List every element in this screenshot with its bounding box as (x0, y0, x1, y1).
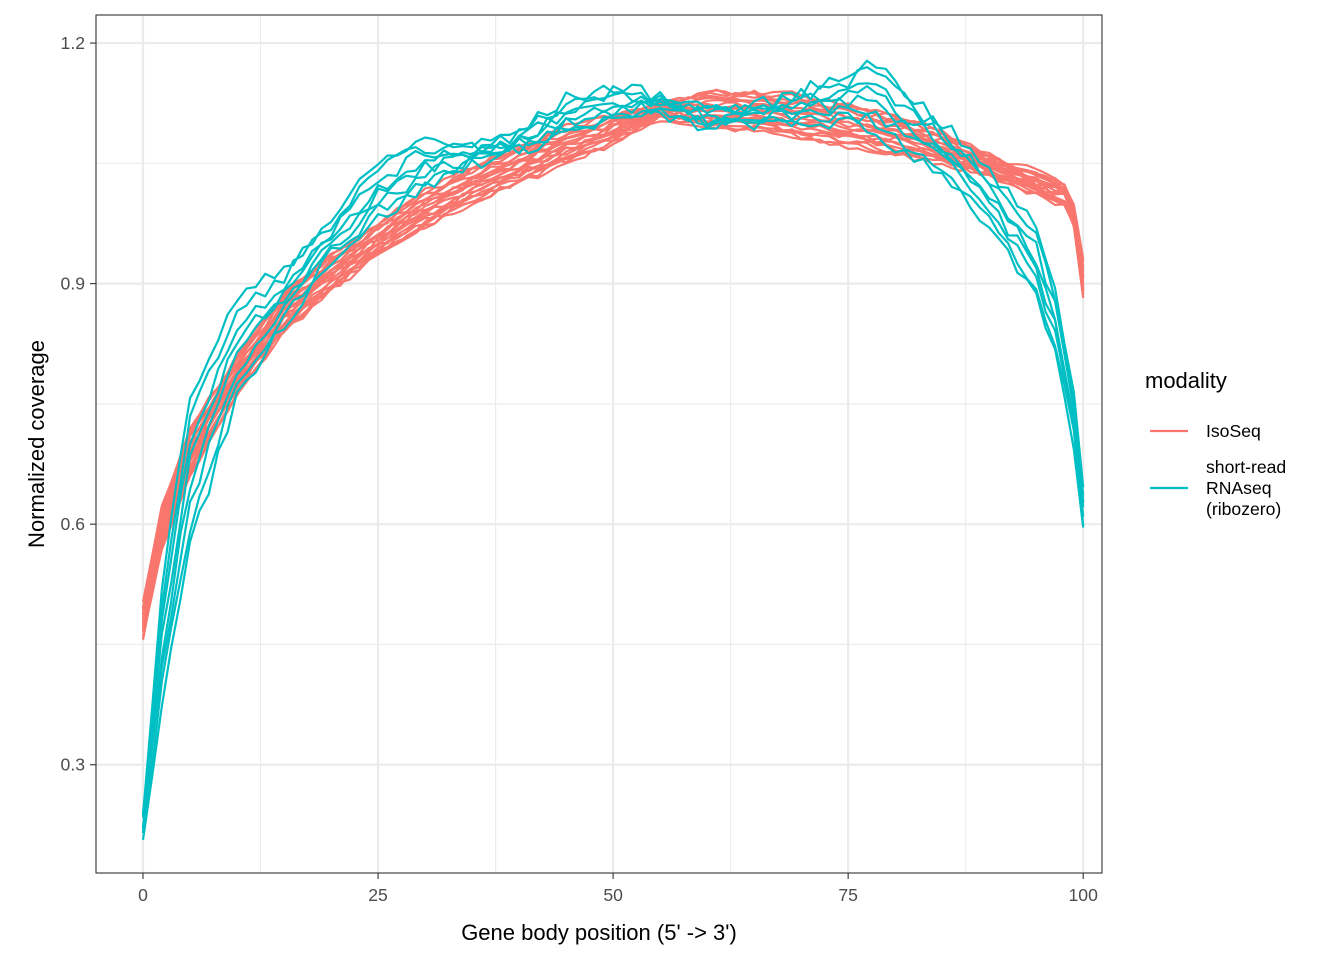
x-tick-label: 25 (368, 885, 388, 905)
legend-label: IsoSeq (1206, 421, 1261, 441)
series-line (141, 82, 1085, 815)
legend-label: (ribozero) (1206, 499, 1281, 519)
series-line (141, 66, 1085, 818)
series-line (141, 101, 1085, 615)
y-tick-label: 0.6 (61, 514, 86, 534)
series-line (141, 96, 1085, 616)
x-tick-label: 75 (838, 885, 858, 905)
legend: modality IsoSeq short-readRNAseq(ribozero… (1145, 368, 1286, 519)
x-tick-label: 50 (603, 885, 623, 905)
series-line (141, 111, 1085, 629)
panel-border (95, 14, 1103, 874)
series-line (141, 59, 1085, 816)
series-line (141, 111, 1085, 625)
series-group-short-read (141, 59, 1085, 841)
legend-label: RNAseq (1206, 478, 1272, 498)
legend-label: short-read (1206, 457, 1286, 477)
x-tick-label: 100 (1069, 885, 1099, 905)
legend-title: modality (1145, 368, 1227, 393)
y-axis-title: Normalized coverage (24, 340, 49, 548)
panel-frame (95, 14, 1103, 874)
series-line (141, 108, 1085, 841)
y-tick-label: 1.2 (61, 33, 85, 53)
series-line (141, 120, 1085, 640)
series-lines (141, 59, 1085, 841)
panel-background (96, 15, 1102, 873)
y-tick-label: 0.3 (61, 755, 86, 775)
major-gridlines (96, 15, 1102, 873)
y-axis: 0.3 0.6 0.9 1.2 (61, 33, 96, 775)
x-axis: 0 25 50 75 100 (138, 873, 1098, 905)
x-tick-label: 0 (138, 885, 148, 905)
x-axis-title: Gene body position (5' -> 3') (461, 920, 737, 945)
series-line (141, 94, 1085, 834)
y-tick-label: 0.9 (61, 274, 85, 294)
plot-panel (96, 15, 1102, 873)
series-line (141, 84, 1085, 829)
